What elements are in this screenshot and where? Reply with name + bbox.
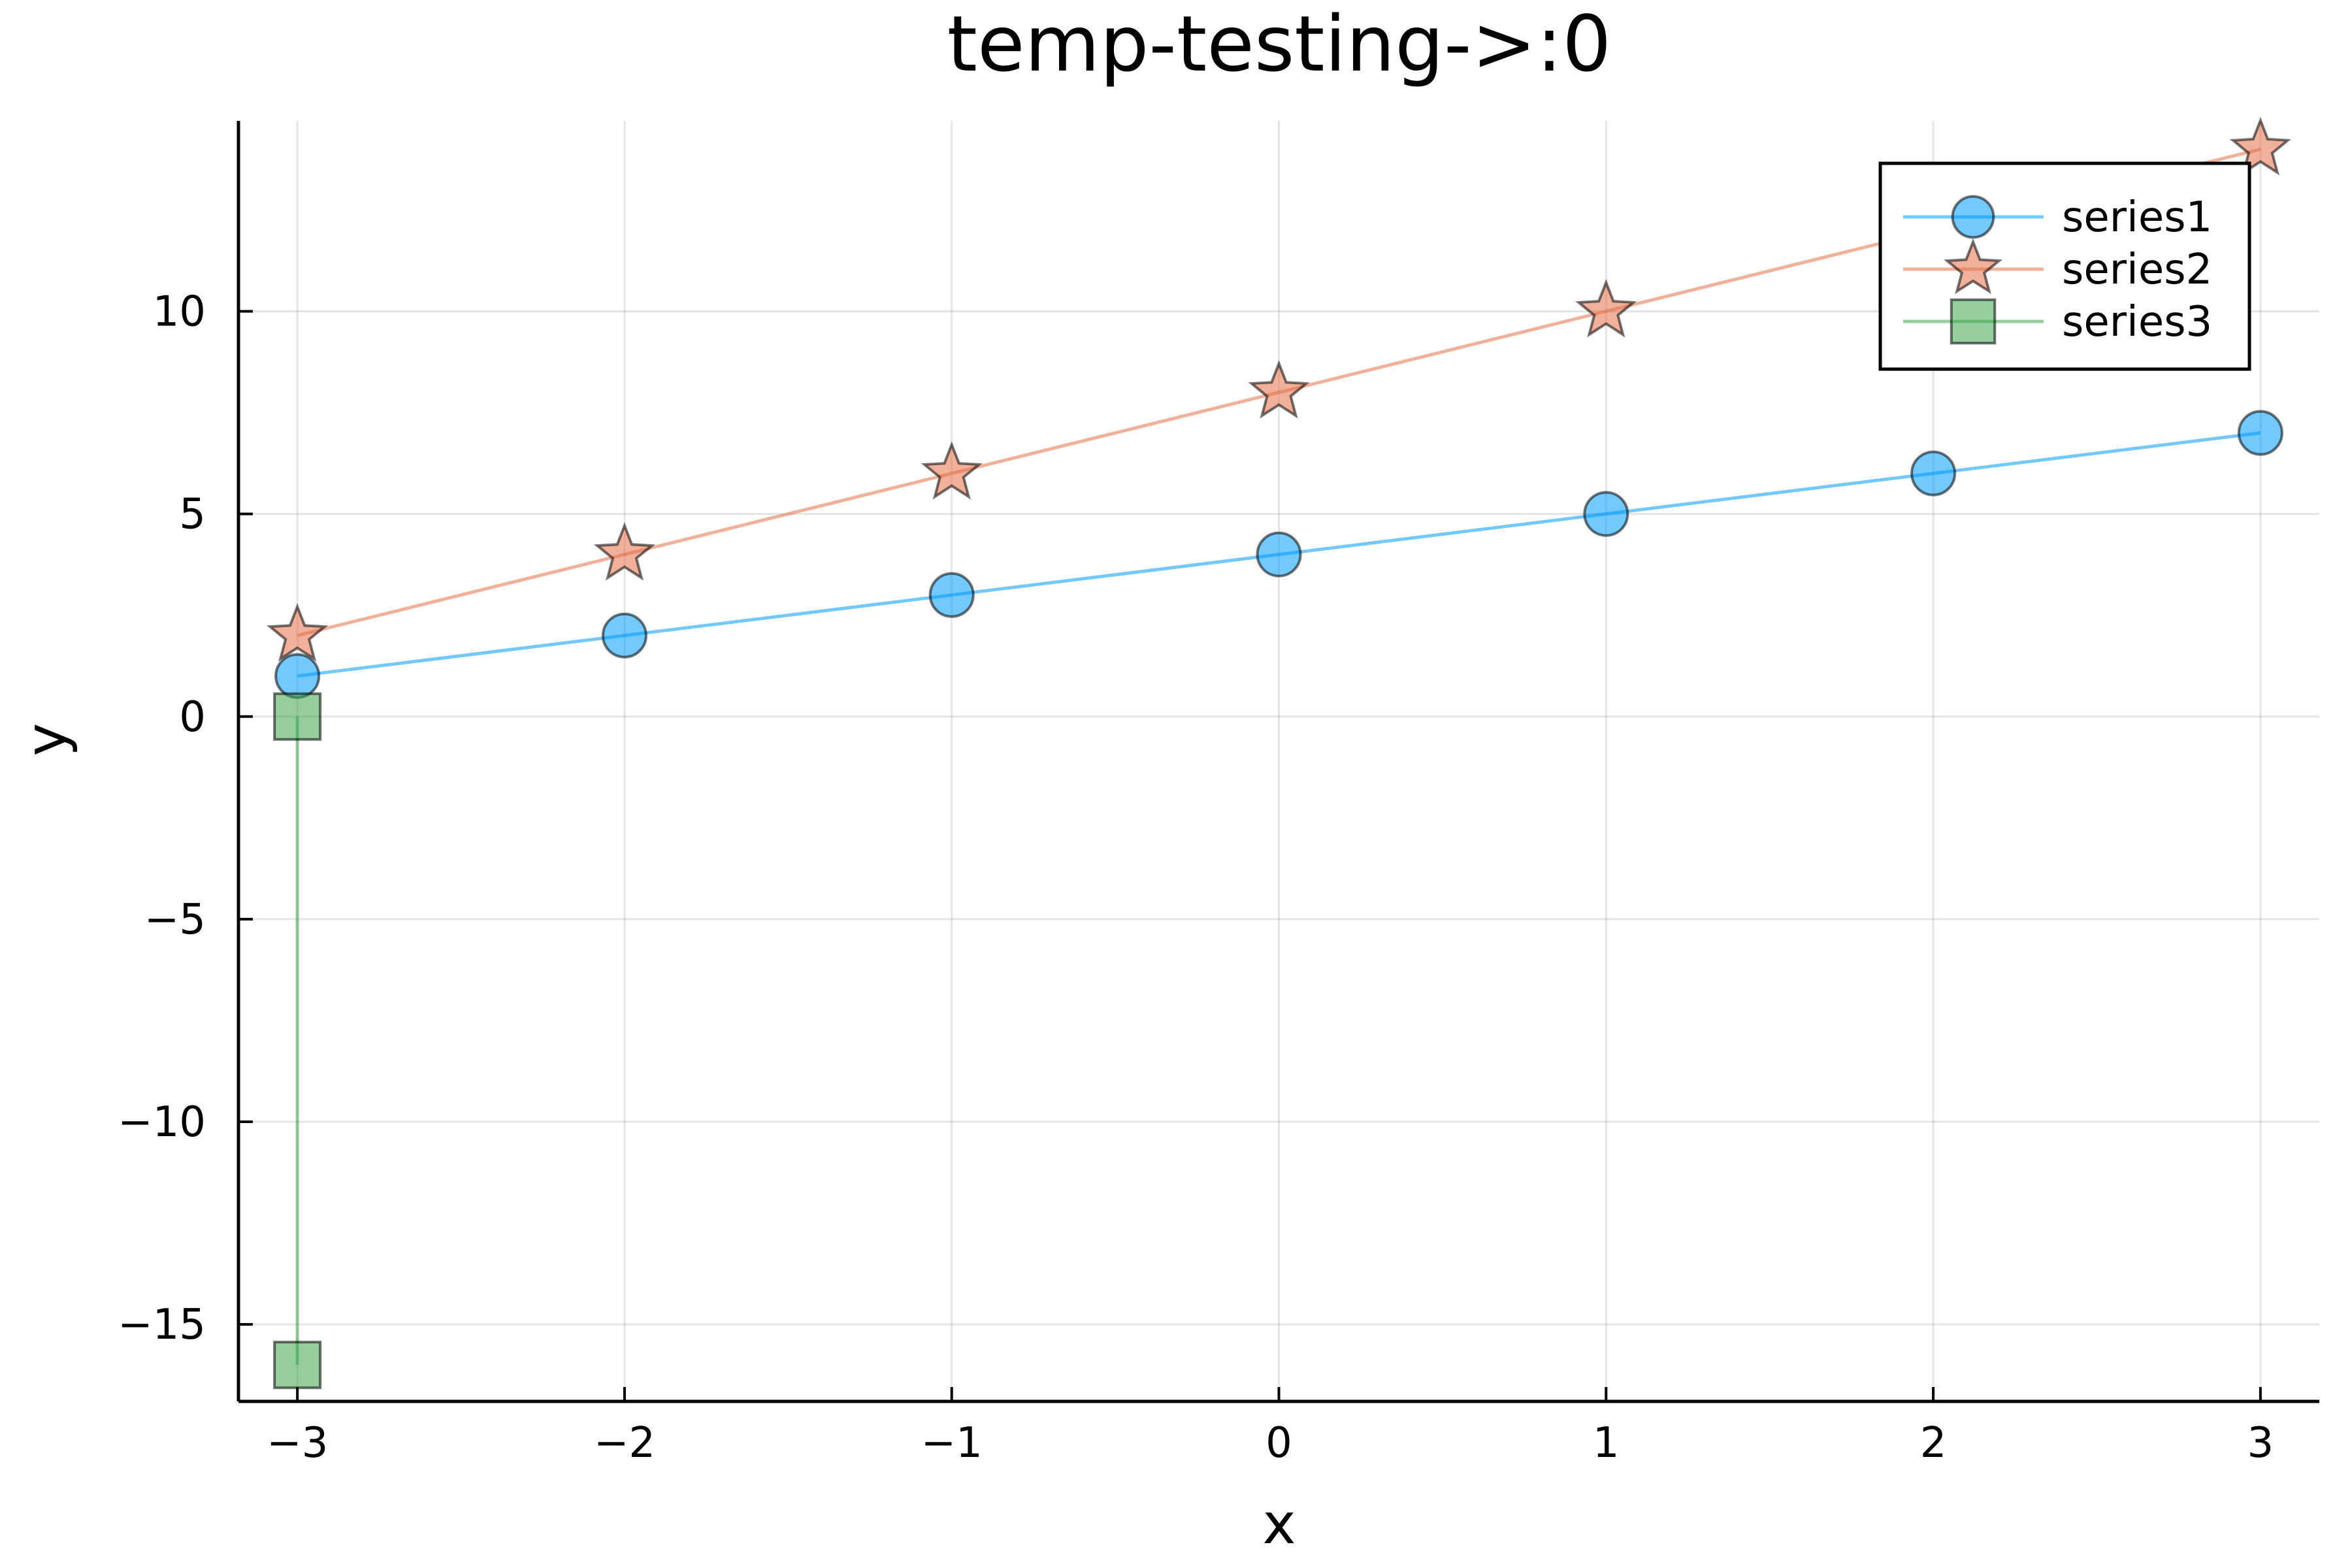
legend-label: series1 <box>2062 193 2212 242</box>
y-tick-label: 0 <box>179 693 206 742</box>
series-series1 <box>274 410 2283 699</box>
data-point <box>273 692 322 741</box>
data-point <box>593 522 656 581</box>
data-point <box>601 612 647 659</box>
data-point <box>921 441 983 500</box>
data-point <box>267 603 329 662</box>
data-point <box>273 1341 322 1390</box>
grid-layer <box>238 121 2319 1401</box>
data-point <box>1583 491 1629 537</box>
legend-item: series1 <box>1903 193 2212 242</box>
y-tick-label: 5 <box>179 491 206 539</box>
x-tick-label: −1 <box>921 1419 983 1467</box>
x-tick-label: −3 <box>267 1419 328 1467</box>
y-tick-label: −5 <box>144 896 206 944</box>
x-tick-label: −2 <box>594 1419 655 1467</box>
legend-label: series3 <box>2062 298 2212 346</box>
data-point <box>2237 410 2283 456</box>
legend-marker <box>1950 298 1997 345</box>
x-tick-label: 1 <box>1593 1419 1620 1467</box>
legend-box <box>1878 161 2251 371</box>
x-tick-label: 0 <box>1266 1419 1292 1467</box>
data-point <box>1248 360 1310 419</box>
y-tick-label: 10 <box>153 288 206 336</box>
legend-label: series2 <box>2062 246 2212 294</box>
data-point <box>2229 116 2291 176</box>
x-tick-label: 3 <box>2247 1419 2274 1467</box>
data-point <box>1575 279 1637 338</box>
data-point <box>1256 531 1302 578</box>
legend-item: series2 <box>1903 238 2212 295</box>
data-point <box>274 653 321 699</box>
x-axis-label: x <box>1263 1492 1296 1557</box>
legend-item: series3 <box>1903 298 2212 346</box>
y-axis-label: y <box>14 723 79 757</box>
chart-title: temp-testing->:0 <box>947 0 1612 89</box>
legend-marker <box>1943 238 2003 295</box>
data-point <box>928 572 975 618</box>
legend-marker <box>1951 195 1995 239</box>
data-point <box>1910 450 1957 497</box>
y-tick-label: −10 <box>118 1098 206 1147</box>
x-tick-label: 2 <box>1920 1419 1947 1467</box>
y-tick-label: −15 <box>118 1301 206 1349</box>
series-series3 <box>273 692 322 1390</box>
